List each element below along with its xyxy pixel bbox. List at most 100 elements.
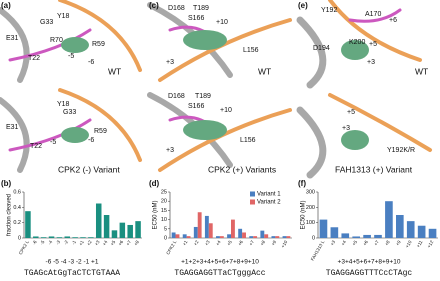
bar bbox=[249, 236, 254, 238]
structure-caption: FAH1313 (+) Variant bbox=[335, 164, 413, 174]
x-tick-label: FAH1313 L bbox=[310, 239, 326, 261]
bar bbox=[95, 203, 102, 238]
sequence-positions: +1+2+3+4+5+6+7+8+9+10 bbox=[181, 259, 259, 266]
bar bbox=[264, 234, 269, 238]
residue-label: K200 bbox=[349, 39, 365, 46]
bar bbox=[238, 228, 243, 238]
bar bbox=[40, 237, 47, 238]
bar bbox=[396, 215, 404, 238]
x-tick-label: +4 bbox=[102, 239, 109, 246]
residue-label: T22 bbox=[30, 143, 42, 150]
residue-label: +3 bbox=[367, 59, 375, 66]
x-tick-label: +8 bbox=[384, 239, 391, 246]
residue-label: S166 bbox=[188, 15, 204, 22]
residue-label: +3 bbox=[342, 125, 350, 132]
x-tick-label: +3 bbox=[204, 239, 211, 246]
x-tick-label: +8 bbox=[133, 239, 140, 246]
x-tick-label: +1 bbox=[182, 239, 189, 246]
bar bbox=[219, 236, 224, 238]
structure-art bbox=[0, 0, 432, 179]
bar bbox=[135, 221, 141, 238]
residue-label: L156 bbox=[243, 47, 259, 54]
panel-label: (b) bbox=[1, 179, 12, 188]
x-tick-label: CPK2 L bbox=[18, 239, 30, 255]
bar bbox=[186, 236, 191, 238]
residue-label: -5 bbox=[68, 53, 74, 60]
x-tick-label: +7 bbox=[373, 239, 380, 246]
bar bbox=[56, 237, 63, 238]
residue-label: Y192K/R bbox=[387, 147, 415, 154]
bar bbox=[204, 215, 209, 238]
bar bbox=[127, 224, 133, 238]
residue-label: +10 bbox=[220, 107, 232, 114]
residue-label: T189 bbox=[193, 5, 209, 12]
x-tick-label: +5 bbox=[109, 239, 116, 246]
x-tick-label: +9 bbox=[270, 239, 277, 246]
bar bbox=[208, 223, 213, 238]
bar bbox=[330, 227, 339, 238]
x-tick-label: -3 bbox=[55, 239, 62, 245]
bar bbox=[428, 228, 437, 238]
bar bbox=[271, 236, 276, 238]
structure-caption: WT bbox=[415, 66, 428, 76]
residue-label: +5 bbox=[369, 41, 377, 48]
residue-label: -6 bbox=[88, 59, 94, 66]
sequence: TGAGGAGGTTaCTgggAcc bbox=[174, 269, 265, 278]
bar bbox=[253, 236, 258, 238]
x-tick-label: +8 bbox=[259, 239, 266, 246]
sequence-positions: +3+4+5+6+7+8+9+10 bbox=[338, 259, 401, 266]
sequence: TGAGGAGGTTTCcCTAgc bbox=[326, 269, 413, 278]
bar bbox=[275, 236, 280, 238]
y-tick-label: 100 bbox=[306, 220, 315, 226]
residue-label: -6 bbox=[88, 137, 94, 144]
y-axis-label: EC50 (nM) bbox=[153, 200, 159, 229]
sequence-positions: -6 -5 -4 -3 -2 -1 +1 bbox=[46, 259, 99, 266]
residue-label: +5 bbox=[347, 109, 355, 116]
panel-label: (f) bbox=[298, 179, 306, 188]
residue-label: +3 bbox=[166, 147, 174, 154]
x-tick-label: +12 bbox=[426, 239, 434, 249]
legend-label: Variant 1 bbox=[257, 192, 281, 198]
bar bbox=[341, 233, 350, 238]
residue-label: S166 bbox=[188, 103, 204, 110]
structure-caption: WT bbox=[258, 66, 271, 76]
bar bbox=[374, 234, 382, 238]
x-tick-label: -6 bbox=[31, 239, 38, 245]
x-tick-label: +2 bbox=[193, 239, 200, 246]
x-tick-label: -4 bbox=[47, 239, 54, 245]
panel-label: (c) bbox=[149, 1, 159, 10]
residue-label: Y18 bbox=[57, 13, 70, 20]
bar bbox=[260, 230, 265, 238]
bar bbox=[417, 225, 426, 238]
y-tick-label: 0.4 bbox=[13, 205, 21, 211]
bar bbox=[193, 226, 198, 238]
bar bbox=[319, 219, 328, 238]
residue-label: +3 bbox=[166, 59, 174, 66]
x-tick-label: +3 bbox=[329, 239, 336, 246]
residue-label: Y18 bbox=[57, 101, 70, 108]
x-tick-label: +4 bbox=[340, 239, 347, 246]
bar bbox=[216, 236, 220, 238]
y-axis-label: fraction cleaved bbox=[7, 194, 13, 236]
residue-label: D168 bbox=[168, 5, 185, 12]
bar bbox=[197, 212, 202, 238]
x-tick-label: +4 bbox=[215, 239, 222, 246]
y-tick-label: 25 bbox=[161, 189, 167, 195]
legend-swatch bbox=[250, 199, 255, 205]
residue-label: -5 bbox=[50, 139, 56, 146]
x-tick-label: CPK2 L bbox=[165, 239, 177, 255]
x-tick-label: +7 bbox=[248, 239, 255, 246]
x-tick-label: +5 bbox=[226, 239, 233, 246]
y-tick-label: 0 bbox=[164, 235, 167, 241]
bar bbox=[385, 201, 393, 238]
y-tick-label: 20 bbox=[161, 199, 167, 205]
y-tick-label: 0 bbox=[312, 235, 315, 241]
bar bbox=[80, 237, 86, 238]
panel-label: (e) bbox=[298, 1, 308, 10]
x-tick-label: +11 bbox=[416, 239, 424, 248]
bar bbox=[72, 237, 78, 238]
y-tick-label: 15 bbox=[161, 208, 167, 214]
residue-label: E31 bbox=[6, 124, 19, 131]
bar bbox=[282, 236, 287, 238]
y-tick-label: 0 bbox=[18, 235, 21, 241]
